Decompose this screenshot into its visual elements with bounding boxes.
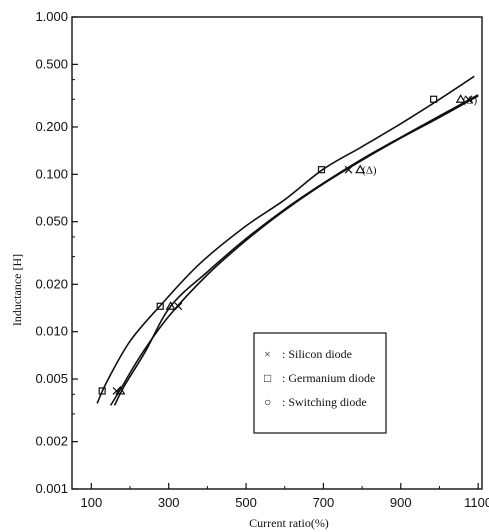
x-tick-label: 700 [313,495,335,510]
x-tick-label: 300 [158,495,180,510]
marker-silicon-diode [174,302,183,311]
markers: (Δ) (Δ) [98,94,478,395]
legend-box [253,332,387,434]
legend-symbol-germanium: □ [264,371,271,385]
marker-label-switching-diode: (Δ) [463,94,478,106]
x-axis-title: Current ratio(%) [249,516,329,530]
y-tick-label: 0.005 [35,371,68,386]
marker-label-switching-diode: (Δ) [362,165,377,177]
legend-label-silicon: : Silicon diode [282,347,352,361]
y-tick-label: 0.050 [35,214,68,229]
curves [96,75,479,406]
marker-switching-diode [115,385,126,395]
x-tick-label: 500 [235,495,257,510]
legend-label-germanium: : Germanium diode [282,371,375,385]
y-tick-label: 0.002 [35,434,68,449]
marker-germanium-diode [98,387,106,395]
x-tick-label: 100 [80,495,102,510]
marker-silicon-diode [344,165,353,174]
marker-germanium-diode [430,95,438,103]
marker-switching-diode [355,164,366,174]
x-tick-label: 1100 [464,495,489,510]
marker-germanium-diode [317,166,326,174]
x-tick-label: 900 [390,495,412,510]
legend-symbol-silicon: × [264,347,271,361]
plot-frame [71,16,483,490]
marker-switching-diode [455,94,466,103]
y-axis: 0.001 0.002 0.005 0.010 0.020 0.050 0.100 0.200… [35,9,78,496]
y-tick-label: 1.000 [35,9,68,24]
marker-switching-diode [165,301,176,310]
curve-switching-diode [113,94,479,406]
marker-silicon-diode [464,95,473,104]
y-tick-label: 0.010 [35,324,68,339]
legend-symbol-switching: ○ [264,395,271,409]
y-tick-label: 0.100 [35,166,68,181]
legend-label-switching: : Switching diode [282,395,367,409]
y-tick-label: 0.020 [35,276,68,291]
y-axis-title: Inductance [H] [10,254,24,326]
y-tick-label: 0.001 [35,481,68,496]
y-tick-label: 0.200 [35,119,68,134]
legend: × : Silicon diode □ : Germanium diode ○ … [253,332,387,434]
y-tick-label: 0.500 [35,56,68,71]
marker-germanium-diode [156,302,164,310]
x-axis: 100 300 500 700 900 1100 [80,483,489,510]
curve-germanium-diode [96,75,475,404]
